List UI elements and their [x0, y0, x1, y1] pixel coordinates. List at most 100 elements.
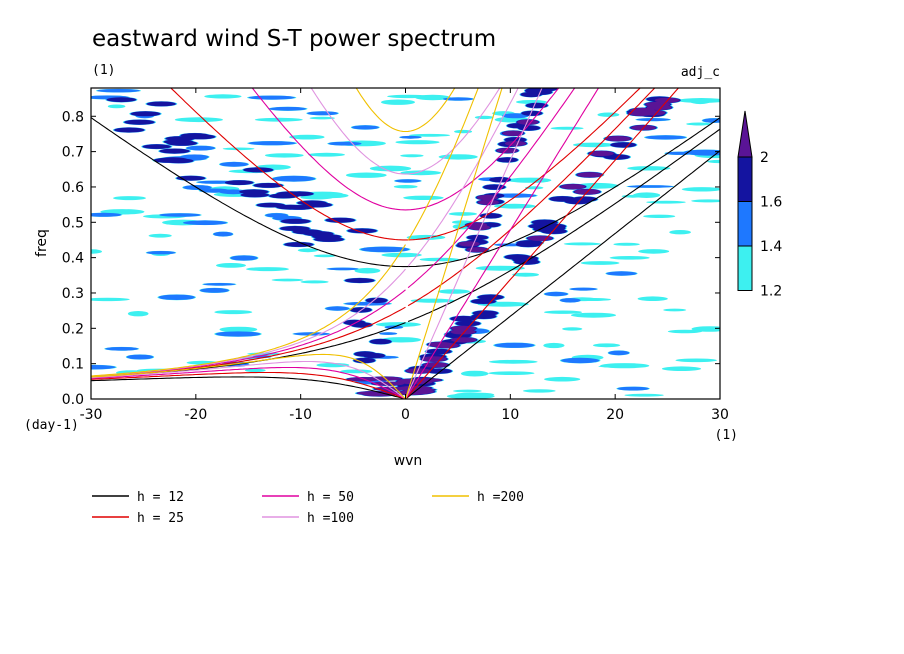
spectrum-fill-blob [609, 255, 650, 260]
spectrum-fill-blob [450, 329, 476, 335]
spectrum-fill-blob [496, 157, 518, 163]
spectrum-fill-blob [577, 172, 602, 178]
spectrum-fill-blob [340, 369, 373, 374]
spectrum-fill-blob [246, 267, 289, 272]
x-tick-label: 20 [606, 407, 624, 423]
spectrum-fill-blob [248, 141, 296, 146]
spectrum-fill-blob [403, 195, 444, 200]
x-tick-label: -30 [80, 407, 103, 423]
spectrum-fill-blob [630, 107, 655, 114]
spectrum-fill-blob [661, 366, 702, 372]
spectrum-fill-blob [560, 298, 581, 303]
spectrum-fill-blob [663, 308, 687, 312]
spectrum-fill-blob [406, 368, 431, 374]
y-tick-label: 0.6 [62, 180, 84, 196]
y-tick-label: 0.7 [62, 145, 84, 161]
spectrum-fill-blob [637, 296, 668, 302]
y-axis-label: freq [34, 229, 50, 257]
spectrum-fill-blob [702, 118, 720, 123]
colorbar-segment [737, 201, 753, 247]
spectrum-fill-blob [365, 297, 388, 304]
spectrum-fill-blob [159, 213, 201, 217]
spectrum-fill-blob [669, 230, 691, 235]
spectrum-fill-blob [606, 271, 637, 276]
spectrum-fill-blob [455, 320, 481, 327]
spectrum-fill-blob [158, 294, 195, 300]
spectrum-fill-blob [310, 193, 349, 199]
dispersion-curve [407, 88, 479, 241]
dispersion-curve [355, 88, 456, 133]
spectrum-fill-blob [327, 267, 359, 271]
spectrum-fill-blob [627, 185, 674, 188]
spectrum-fill-blob [167, 140, 198, 146]
spectrum-fill-blob [142, 144, 171, 149]
dispersion-curve [91, 244, 406, 377]
x-axis: -30 -20 -10 0 10 20 30 [80, 88, 729, 423]
x-tick-label: -20 [184, 407, 207, 423]
spectrum-fill-blob [183, 220, 227, 225]
spectrum-fill-blob [561, 357, 600, 364]
spectrum-fill-blob [204, 94, 242, 99]
chart-subtitle-left: (1) [92, 63, 115, 78]
dispersion-curve [91, 376, 408, 399]
spectrum-fill-blob [344, 278, 375, 283]
spectrum-fill-blob [214, 310, 253, 315]
spectrum-fill-blob [146, 101, 176, 107]
colorbar-label: 2 [760, 150, 769, 166]
dispersion-curve [404, 88, 503, 399]
power-spectrum-fills [91, 88, 720, 399]
spectrum-fill-blob [488, 359, 538, 364]
spectrum-fill-blob [409, 133, 451, 137]
dispersion-curve [405, 88, 600, 399]
spectrum-fill-blob [516, 240, 543, 246]
spectrum-fill-blob [691, 199, 720, 203]
spectrum-fill-blob [544, 310, 582, 314]
spectrum-fill-blob [105, 347, 139, 351]
spectrum-fill-blob [489, 177, 511, 183]
spectrum-fill-blob [474, 115, 494, 120]
dispersion-curve [91, 306, 406, 378]
spectrum-fill-blob [691, 326, 720, 332]
spectrum-fill-blob [303, 231, 334, 237]
spectrum-fill-blob [159, 148, 190, 154]
spectrum-fill-blob [216, 263, 246, 268]
colorbar-label: 1.2 [760, 284, 782, 300]
dispersion-curve [91, 117, 720, 268]
spectrum-fill-blob [213, 231, 233, 237]
spectrum-fill-blob [300, 280, 329, 284]
y-tick-label: 0.3 [62, 286, 84, 302]
spectrum-fill-blob [507, 177, 552, 183]
spectrum-fill-blob [186, 145, 216, 151]
dispersion-curve [405, 150, 720, 399]
spectrum-fill-blob [363, 353, 386, 359]
spectrum-fill-blob [254, 117, 303, 122]
dispersion-curve [251, 88, 560, 211]
spectrum-fill-blob [248, 95, 295, 100]
spectrum-fill-blob [244, 368, 266, 373]
spectrum-fill-blob [91, 212, 122, 217]
spectrum-fill-blob [297, 248, 318, 253]
spectrum-fill-blob [269, 106, 307, 111]
spectrum-fill-blob [517, 119, 539, 125]
spectrum-fill-blob [280, 218, 311, 224]
spectrum-fill-blob [222, 147, 255, 151]
y-tick-label: 0.0 [62, 392, 84, 408]
spectrum-fill-blob [605, 136, 631, 142]
spectrum-fill-blob [224, 180, 254, 186]
y-axis: 0.0 0.1 0.2 0.3 0.4 0.5 0.6 0.7 0.8 [62, 109, 720, 408]
spectrum-fill-blob [425, 348, 452, 355]
y-axis-unit: (day-1) [24, 418, 79, 433]
dispersion-curve [407, 88, 576, 289]
spectrum-fill-blob [617, 386, 649, 391]
spectrum-fill-blob [468, 224, 491, 231]
spectrum-fill-blob [494, 203, 536, 209]
spectrum-fill-blob [488, 371, 535, 376]
y-tick-label: 0.1 [62, 357, 84, 373]
spectrum-fill-blob [483, 184, 506, 190]
spectrum-fill-blob [627, 166, 671, 171]
spectrum-fill-blob [544, 376, 581, 382]
spectrum-fill-blob [427, 341, 453, 348]
spectrum-fill-blob [453, 389, 482, 393]
spectrum-fill-blob [374, 386, 407, 391]
dispersion-curve [407, 88, 519, 267]
